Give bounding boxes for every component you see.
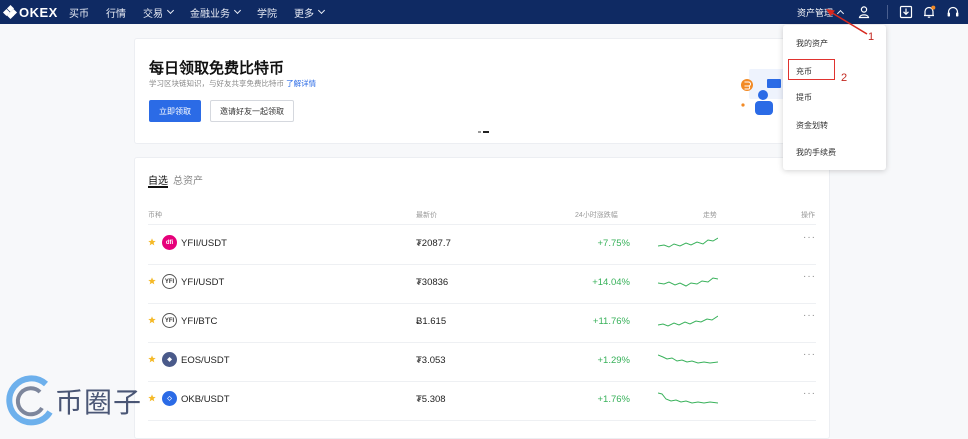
- top-nav-bar: OKEX 买币 行情 交易 金融业务 学院 更多 资产管理: [0, 0, 968, 24]
- okb-coin-icon: ◇: [162, 391, 177, 406]
- banner-illustration: [741, 69, 789, 115]
- headset-icon[interactable]: [946, 5, 960, 19]
- carousel-dot-active[interactable]: [483, 131, 489, 133]
- menu-item-deposit[interactable]: 充币: [796, 67, 812, 76]
- yfii-coin-icon: dfi: [162, 235, 177, 250]
- menu-item-my-assets[interactable]: 我的资产: [796, 39, 828, 48]
- eos-coin-icon: ◆: [162, 352, 177, 367]
- column-header-24h-change: 24小时涨跌幅: [575, 212, 618, 219]
- deposit-highlight-box: [788, 59, 835, 80]
- sparkline-chart: [658, 237, 718, 248]
- bell-icon[interactable]: [922, 5, 936, 19]
- column-header-coin: 币种: [148, 212, 162, 219]
- star-icon[interactable]: [148, 394, 156, 402]
- last-price: Ƀ1.615: [416, 316, 447, 327]
- claim-now-button[interactable]: 立即领取: [149, 100, 201, 122]
- star-icon[interactable]: [148, 355, 156, 363]
- nav-item-more[interactable]: 更多: [294, 5, 326, 20]
- asset-management-dropdown: 我的资产 充币 提币 资金划转 我的手续费: [783, 25, 886, 170]
- sparkline-chart: [658, 315, 718, 327]
- learn-more-link[interactable]: 了解详情: [286, 79, 317, 88]
- change-percent: +14.04%: [592, 277, 630, 288]
- nav-item-academy[interactable]: 学院: [257, 8, 277, 20]
- banner-subtitle: 学习区块链知识，与好友共享免费比特币 了解详情: [149, 79, 317, 88]
- chevron-down-icon: [233, 6, 242, 15]
- header-divider: [148, 224, 816, 225]
- annotation-arrow-icon: [826, 9, 868, 35]
- banner-title: 每日领取免费比特币: [149, 60, 285, 77]
- last-price: ₮2087.7: [416, 238, 451, 249]
- sparkline-chart: [658, 277, 718, 287]
- column-header-action: 操作: [801, 212, 815, 219]
- tab-active-indicator: [148, 186, 168, 188]
- nav-divider: [887, 5, 888, 19]
- pair-name: YFII/USDT: [181, 238, 227, 249]
- nav-item-buy[interactable]: 买币: [69, 8, 89, 20]
- download-icon[interactable]: [899, 5, 913, 19]
- change-percent: +1.29%: [597, 355, 631, 366]
- logo-text: OKEX: [19, 4, 58, 20]
- tab-favorites[interactable]: 自选: [148, 176, 168, 187]
- sparkline-chart: [658, 392, 718, 404]
- column-header-trend: 走势: [703, 212, 717, 219]
- pair-name: YFI/USDT: [181, 277, 225, 288]
- logo-mark-icon: [2, 4, 18, 20]
- invite-friends-button[interactable]: 邀请好友一起领取: [210, 100, 294, 122]
- pair-name: YFI/BTC: [181, 316, 218, 327]
- yfi-coin-icon: YFI: [162, 274, 177, 289]
- user-icon[interactable]: [857, 5, 871, 19]
- more-actions-button[interactable]: ···: [803, 349, 816, 360]
- last-price: ₮30836: [416, 277, 449, 288]
- table-row[interactable]: YFI YFI/BTC Ƀ1.615 +11.76% ···: [148, 303, 816, 343]
- more-actions-button[interactable]: ···: [803, 271, 816, 282]
- watermark: 币圈子: [2, 372, 182, 428]
- yfi-coin-icon: YFI: [162, 313, 177, 328]
- pair-name: OKB/USDT: [181, 394, 230, 405]
- pair-name: EOS/USDT: [181, 355, 230, 366]
- table-row[interactable]: ◇ OKB/USDT ₮5.308 +1.76% ···: [148, 381, 816, 421]
- last-price: ₮3.053: [416, 355, 446, 366]
- sparkline-chart: [658, 354, 718, 364]
- annotation-number-1: 1: [868, 31, 875, 43]
- star-icon[interactable]: [148, 277, 156, 285]
- asset-management-menu[interactable]: 资产管理: [797, 0, 845, 24]
- nav-item-trade[interactable]: 交易: [143, 5, 175, 20]
- table-row[interactable]: dfi YFII/USDT ₮2087.7 +7.75% ···: [148, 225, 816, 265]
- table-row[interactable]: YFI YFI/USDT ₮30836 +14.04% ···: [148, 264, 816, 304]
- menu-item-transfer[interactable]: 资金划转: [796, 121, 828, 130]
- change-percent: +11.76%: [592, 316, 630, 327]
- more-actions-button[interactable]: ···: [803, 388, 816, 399]
- menu-item-my-fees[interactable]: 我的手续费: [796, 148, 836, 157]
- change-percent: +1.76%: [597, 394, 631, 405]
- watermark-text: 币圈子: [55, 387, 143, 418]
- column-header-last-price: 最新价: [416, 212, 437, 219]
- watermark-logo-icon: [6, 375, 53, 426]
- main-nav: 买币 行情 交易 金融业务 学院 更多: [69, 0, 341, 24]
- nav-item-markets[interactable]: 行情: [106, 8, 126, 20]
- table-row[interactable]: ◆ EOS/USDT ₮3.053 +1.29% ···: [148, 342, 816, 382]
- menu-item-withdraw[interactable]: 提币: [796, 93, 812, 102]
- carousel-dots[interactable]: [478, 131, 489, 133]
- carousel-dot[interactable]: [478, 131, 481, 133]
- chevron-down-icon: [317, 6, 326, 15]
- okex-logo[interactable]: OKEX: [2, 4, 58, 20]
- more-actions-button[interactable]: ···: [803, 232, 816, 243]
- star-icon[interactable]: [148, 316, 156, 324]
- market-panel: 自选 总资产 币种 最新价 24小时涨跌幅 走势 操作 dfi YFII/USD…: [134, 157, 830, 439]
- tab-total-assets[interactable]: 总资产: [173, 176, 203, 187]
- chevron-down-icon: [166, 6, 175, 15]
- nav-item-finance[interactable]: 金融业务: [190, 5, 242, 20]
- annotation-number-2: 2: [841, 72, 848, 84]
- last-price: ₮5.308: [416, 394, 446, 405]
- star-icon[interactable]: [148, 238, 156, 246]
- change-percent: +7.75%: [597, 238, 631, 249]
- more-actions-button[interactable]: ···: [803, 310, 816, 321]
- promo-banner: 每日领取免费比特币 学习区块链知识，与好友共享免费比特币 了解详情 立即领取 邀…: [134, 38, 830, 144]
